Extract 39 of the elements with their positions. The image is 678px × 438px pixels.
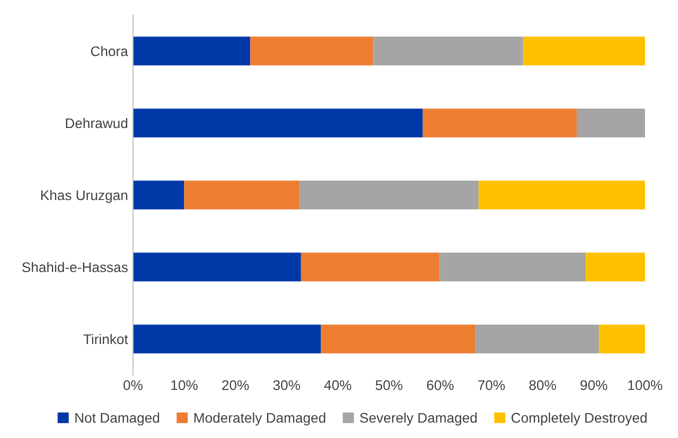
bar <box>133 180 184 210</box>
y-tick-label: Chora <box>91 46 128 56</box>
x-tick-label: 70% <box>478 380 505 390</box>
x-tick-label: 10% <box>171 380 198 390</box>
x-tick-label: 90% <box>580 380 608 390</box>
bar <box>299 180 479 210</box>
bar <box>133 36 250 66</box>
x-tick-label: 30% <box>273 380 300 390</box>
x-tick-label: 100% <box>628 380 662 390</box>
y-tick-label: Tirinkot <box>83 334 128 344</box>
bar <box>475 324 599 354</box>
legend-label: Severely Damaged <box>360 412 477 426</box>
x-tick-label: 50% <box>376 380 402 390</box>
bar <box>373 36 524 66</box>
bar <box>133 252 301 282</box>
legend-label: Completely Destroyed <box>512 412 647 426</box>
bar <box>300 252 440 282</box>
y-tick-label: Shahid-e-Hassas <box>22 262 128 272</box>
bar <box>478 180 645 210</box>
x-tick-label: 60% <box>427 380 454 390</box>
bar <box>422 108 577 138</box>
x-tick-label: 0% <box>124 380 143 390</box>
bar <box>598 324 645 354</box>
bar <box>250 36 374 66</box>
bar <box>586 252 645 282</box>
bar <box>523 36 645 66</box>
bar <box>440 252 586 282</box>
y-tick-label: Dehrawud <box>66 118 128 128</box>
bar <box>576 108 645 138</box>
bar <box>184 180 300 210</box>
bar <box>133 324 321 354</box>
x-tick-label: 80% <box>529 380 556 390</box>
x-tick-label: 20% <box>222 380 249 390</box>
legend-label: Moderately Damaged <box>194 412 326 426</box>
bar <box>320 324 476 354</box>
x-tick-label: 40% <box>324 380 352 390</box>
y-tick-label: Khas Uruzgan <box>41 190 128 203</box>
bar <box>133 108 423 138</box>
legend-label: Not Damaged <box>75 412 160 426</box>
